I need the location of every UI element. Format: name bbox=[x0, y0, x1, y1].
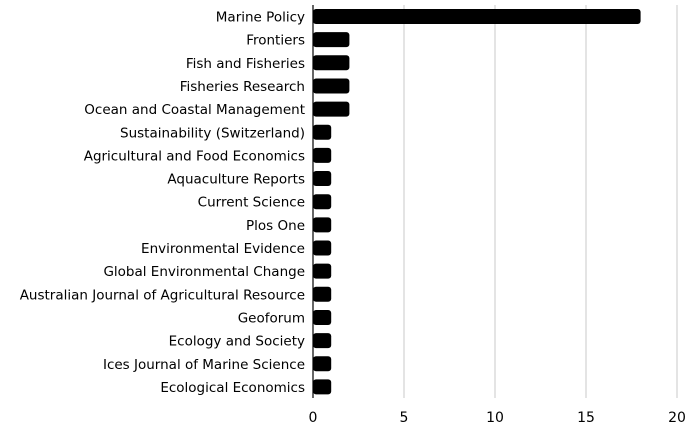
bar bbox=[313, 171, 332, 187]
category-label: Environmental Evidence bbox=[141, 241, 305, 257]
category-labels: Marine Policy Frontiers Fish and Fisheries… bbox=[20, 10, 305, 396]
bar bbox=[313, 379, 332, 395]
category-label: Fisheries Research bbox=[180, 79, 305, 95]
bar bbox=[313, 263, 332, 279]
bar bbox=[313, 194, 332, 210]
bar bbox=[313, 333, 332, 349]
category-label: Aquaculture Reports bbox=[167, 172, 305, 188]
bar bbox=[313, 286, 332, 302]
bar bbox=[313, 356, 332, 372]
bar bbox=[313, 101, 350, 117]
category-label: Ices Journal of Marine Science bbox=[103, 357, 305, 373]
category-label: Frontiers bbox=[246, 33, 305, 49]
bars bbox=[313, 9, 641, 395]
x-tick-label: 15 bbox=[577, 410, 595, 426]
x-tick-labels: 0 5 10 15 20 bbox=[309, 410, 685, 426]
category-label: Geoforum bbox=[238, 310, 305, 326]
category-label: Ecology and Society bbox=[169, 334, 305, 350]
bar bbox=[313, 240, 332, 256]
category-label: Ocean and Coastal Management bbox=[84, 102, 305, 118]
category-label: Fish and Fisheries bbox=[186, 56, 305, 72]
x-tick-label: 20 bbox=[668, 410, 685, 426]
bar bbox=[313, 217, 332, 233]
category-label: Global Environmental Change bbox=[103, 264, 305, 280]
x-tick-label: 5 bbox=[400, 410, 409, 426]
gridlines bbox=[312, 5, 678, 398]
category-label: Australian Journal of Agricultural Resou… bbox=[20, 287, 305, 303]
bar bbox=[313, 78, 350, 94]
bar bbox=[313, 124, 332, 140]
category-label: Agricultural and Food Economics bbox=[84, 148, 305, 164]
category-label: Plos One bbox=[246, 218, 305, 234]
category-label: Sustainability (Switzerland) bbox=[120, 125, 305, 141]
x-tick-label: 0 bbox=[309, 410, 318, 426]
category-label: Ecological Economics bbox=[160, 380, 305, 396]
bar bbox=[313, 9, 641, 24]
category-label: Current Science bbox=[198, 195, 305, 211]
bar bbox=[313, 309, 332, 325]
bar bbox=[313, 55, 350, 71]
bar bbox=[313, 147, 332, 163]
x-tick-label: 10 bbox=[486, 410, 504, 426]
bar bbox=[313, 32, 350, 48]
category-label: Marine Policy bbox=[216, 10, 305, 26]
